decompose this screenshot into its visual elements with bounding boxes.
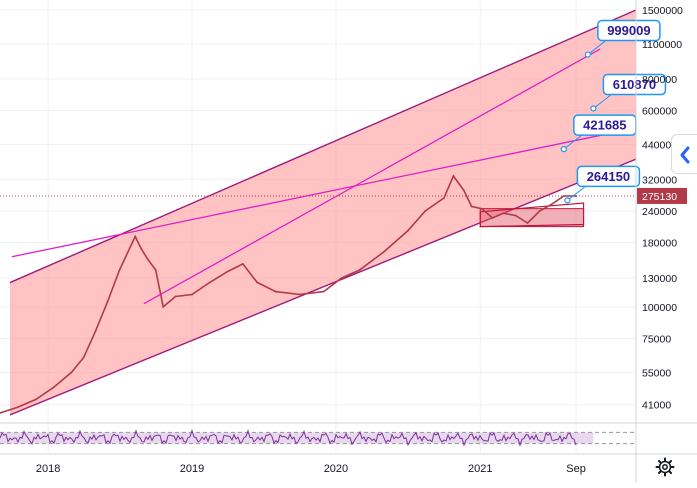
y-tick-label: 55000 [642, 367, 671, 379]
annotation-anchor [584, 51, 591, 58]
annotation-leader [567, 186, 586, 201]
annotation-leader [563, 134, 583, 150]
current-price-badge [637, 187, 687, 204]
price-point [256, 281, 258, 284]
trendline-2 [143, 48, 601, 305]
price-point [462, 189, 465, 192]
price-point [106, 300, 109, 303]
settings-gear-icon[interactable] [655, 457, 675, 477]
y-tick-label: 1500000 [642, 5, 683, 17]
price-point [443, 197, 445, 199]
y-tick-label: 440000 [642, 139, 677, 151]
price-point [452, 175, 455, 177]
y-tick-label: 130000 [642, 273, 677, 285]
x-tick-label: 2021 [468, 463, 492, 475]
price-point [538, 210, 541, 212]
price-point [226, 270, 229, 273]
annotation-leader [593, 94, 612, 109]
y-tick-label: 1100000 [642, 39, 682, 51]
price-point [208, 281, 211, 284]
price-point [191, 293, 193, 296]
price-point [298, 293, 301, 296]
price-point [0, 412, 1, 414]
current-price-label: 275130 [642, 191, 677, 203]
price-point [340, 277, 343, 280]
price-point [470, 205, 473, 208]
price-point [424, 210, 427, 212]
channel-lower-line [10, 158, 636, 416]
annotation-label: 610870 [613, 77, 656, 92]
rsi-band [0, 432, 594, 444]
channel-band [10, 10, 636, 415]
price-point [274, 290, 277, 293]
y-tick-label: 800000 [642, 74, 677, 86]
price-point [358, 269, 361, 271]
annotation-anchor [564, 197, 571, 204]
price-point [118, 269, 121, 271]
y-tick-label: 240000 [642, 206, 677, 218]
rsi-line [0, 429, 577, 447]
price-point [526, 222, 529, 224]
y-tick-label: 41000 [642, 400, 671, 412]
x-tick-label: 2020 [324, 463, 348, 475]
annotation-anchor [560, 146, 567, 153]
y-tick-label: 100000 [642, 302, 677, 314]
collapse-panel-button[interactable] [671, 134, 697, 174]
annotation-anchor [590, 105, 597, 112]
annotation-label: 421685 [583, 118, 626, 133]
annotation-box [597, 19, 661, 42]
price-point [382, 251, 385, 253]
price-point [70, 371, 73, 374]
trendline-1 [11, 129, 625, 258]
price-point [154, 269, 157, 271]
price-point [82, 356, 85, 359]
annotation-label: 999009 [607, 23, 650, 38]
annotation-label: 264150 [587, 169, 630, 184]
annotation-box [602, 73, 667, 96]
price-point [34, 398, 37, 401]
price-point [140, 247, 143, 250]
price-point [406, 230, 409, 232]
y-tick-label: 75000 [642, 333, 671, 345]
price-point [241, 263, 244, 265]
price-point [162, 306, 165, 308]
price-point [174, 295, 177, 298]
annotation-box [576, 165, 641, 188]
y-tick-label: 600000 [642, 105, 677, 117]
price-point [322, 290, 325, 293]
price-point [502, 212, 505, 215]
price-point [146, 257, 149, 260]
price-point [134, 235, 137, 238]
price-point [94, 330, 97, 333]
x-tick-label: 2019 [180, 463, 204, 475]
price-point [550, 203, 553, 206]
channel-upper-line [10, 9, 636, 284]
x-tick-label: Sep [566, 463, 586, 475]
price-point [52, 386, 55, 389]
annotation-leader [587, 40, 607, 55]
y-tick-label: 180000 [642, 237, 677, 249]
chevron-left-icon [680, 146, 690, 164]
y-tick-label: 320000 [642, 174, 677, 186]
price-point [514, 214, 517, 217]
price-point [491, 217, 494, 219]
x-tick-label: 2018 [36, 463, 60, 475]
price-point [16, 406, 19, 409]
price-point [480, 207, 483, 210]
